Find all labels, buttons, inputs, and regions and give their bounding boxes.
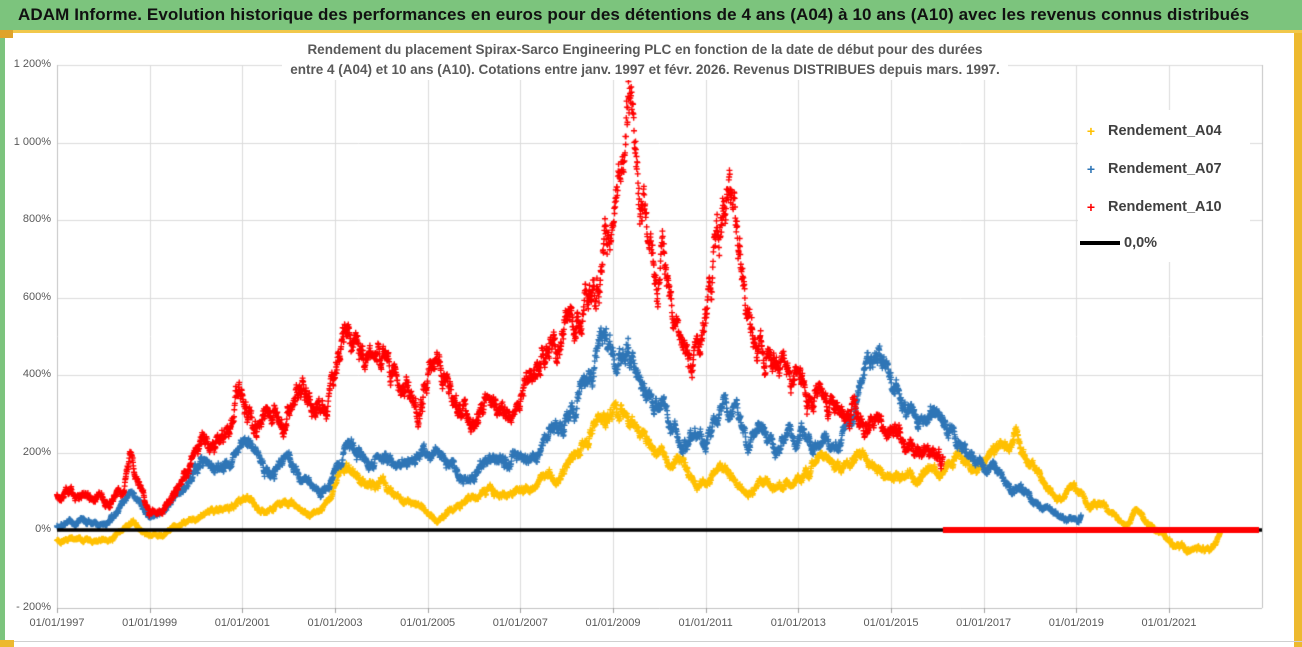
x-axis-label: 01/01/2021 <box>1141 617 1197 629</box>
legend-plus-marker-icon: + <box>1086 199 1096 215</box>
gold-underline-accent <box>0 30 1302 33</box>
page-title: ADAM Informe. Evolution historique des p… <box>18 5 1250 24</box>
x-axis-label: 01/01/2005 <box>400 617 456 629</box>
legend-label: Rendement_A10 <box>1108 199 1222 215</box>
y-axis-label: 800% <box>22 213 51 225</box>
legend-label: Rendement_A07 <box>1108 161 1222 177</box>
legend-zero-line-icon <box>1080 240 1120 246</box>
y-axis-label: 400% <box>22 368 51 380</box>
x-axis-label: 01/01/1999 <box>122 617 178 629</box>
chart-title-line1: Rendement du placement Spirax-Sarco Engi… <box>307 42 983 57</box>
legend-item: + Rendement_A10 <box>1078 196 1222 218</box>
y-axis-label: 200% <box>22 445 51 458</box>
x-axis-label: 01/01/2017 <box>956 617 1012 629</box>
right-border-accent <box>1294 33 1302 647</box>
y-axis-label: - 200% <box>16 600 51 613</box>
legend-label: 0,0% <box>1124 235 1158 251</box>
legend: + Rendement_A04 + Rendement_A07 + Rendement_A… <box>1078 110 1250 262</box>
y-axis-label: 0% <box>35 523 51 535</box>
x-axis-label: 01/01/2011 <box>678 617 733 629</box>
x-axis-label: 01/01/2009 <box>585 617 641 629</box>
x-axis-label: 01/01/2003 <box>307 617 363 629</box>
left-border-accent <box>0 33 5 640</box>
chart-title-line2: entre 4 (A04) et 10 ans (A10). Cotations… <box>290 62 1000 77</box>
x-axis-label: 01/01/2013 <box>770 617 826 629</box>
gold-corner-bottom-left <box>0 640 14 647</box>
y-axis-label: 1 000% <box>13 135 51 148</box>
x-axis-label: 01/01/2001 <box>214 617 270 629</box>
bottom-border-line <box>0 641 1302 642</box>
legend-plus-marker-icon: + <box>1086 123 1096 139</box>
legend-label: Rendement_A04 <box>1108 123 1222 139</box>
x-axis-label: 01/01/2019 <box>1048 617 1104 629</box>
legend-item: 0,0% <box>1078 232 1157 254</box>
legend-item: + Rendement_A04 <box>1078 120 1222 142</box>
y-axis-label: 600% <box>22 290 51 303</box>
x-axis-label: 01/01/1997 <box>29 617 85 629</box>
header-bar: ADAM Informe. Evolution historique des p… <box>0 0 1302 30</box>
x-axis-label: 01/01/2007 <box>492 617 548 629</box>
legend-plus-marker-icon: + <box>1086 161 1096 177</box>
x-axis-label: 01/01/2015 <box>863 617 919 629</box>
chart-title: Rendement du placement Spirax-Sarco Engi… <box>282 40 1008 80</box>
legend-item: + Rendement_A07 <box>1078 158 1222 180</box>
y-axis-label: 1 200% <box>13 58 51 70</box>
gold-corner-top-left <box>0 30 13 38</box>
